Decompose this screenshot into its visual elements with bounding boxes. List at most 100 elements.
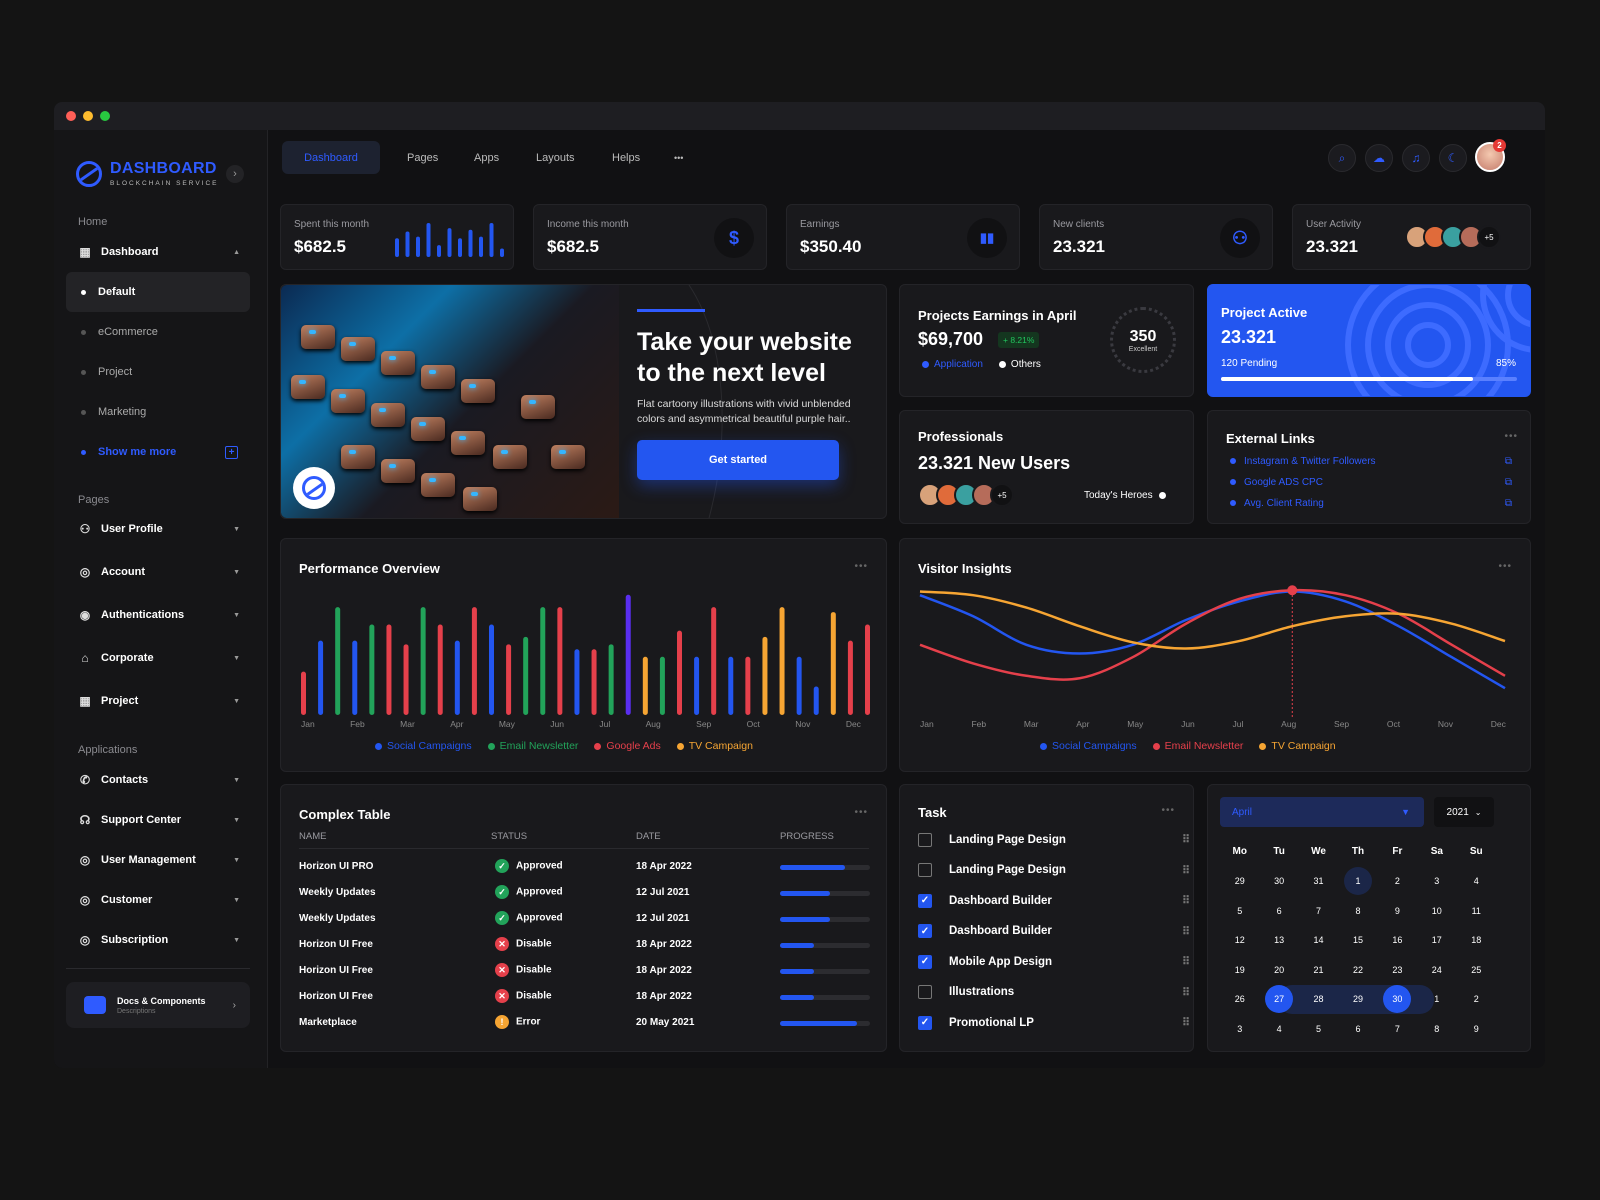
- maximize-window-button[interactable]: [100, 111, 110, 121]
- calendar-day[interactable]: 21: [1299, 956, 1338, 984]
- sidebar-sub-ecommerce[interactable]: eCommerce: [66, 312, 250, 352]
- task-item[interactable]: Landing Page Design ⠿: [918, 855, 1190, 886]
- calendar-day[interactable]: 14: [1299, 926, 1338, 954]
- sidebar-item-dashboard[interactable]: ▦ Dashboard ▲: [78, 240, 250, 264]
- calendar-day[interactable]: 5: [1220, 897, 1259, 925]
- calendar-day[interactable]: 29: [1338, 985, 1377, 1013]
- calendar-day[interactable]: 15: [1338, 926, 1377, 954]
- minimize-window-button[interactable]: [83, 111, 93, 121]
- column-header-progress[interactable]: PROGRESS: [780, 831, 834, 842]
- drag-handle-icon[interactable]: ⠿: [1181, 956, 1190, 968]
- external-link[interactable]: Instagram & Twitter Followers ⧉: [1230, 453, 1512, 469]
- calendar-day[interactable]: 23: [1378, 956, 1417, 984]
- more-options-button[interactable]: •••: [1498, 561, 1512, 572]
- task-item[interactable]: ✓ Dashboard Builder ⠿: [918, 885, 1190, 916]
- calendar-day[interactable]: 4: [1259, 1015, 1298, 1043]
- calendar-day[interactable]: 4: [1457, 867, 1496, 895]
- task-item[interactable]: ✓ Mobile App Design ⠿: [918, 946, 1190, 977]
- table-row[interactable]: Horizon UI Free ✕ Disable 18 Apr 2022: [299, 959, 870, 985]
- tab-apps[interactable]: Apps: [454, 141, 519, 174]
- more-options-button[interactable]: •••: [1504, 431, 1518, 442]
- sidebar-item-customer[interactable]: ◎ Customer ▼: [78, 888, 250, 912]
- month-select[interactable]: April ▼: [1220, 797, 1424, 827]
- calendar-day[interactable]: 2: [1378, 867, 1417, 895]
- calendar-day[interactable]: 30: [1259, 867, 1298, 895]
- app-logo[interactable]: DASHBOARD BLOCKCHAIN SERVICE: [76, 160, 218, 187]
- legend-item[interactable]: Email Newsletter: [487, 740, 578, 752]
- table-row[interactable]: Marketplace! Error 20 May 2021: [299, 1011, 870, 1037]
- calendar-day[interactable]: 24: [1417, 956, 1456, 984]
- calendar-day[interactable]: 12: [1220, 926, 1259, 954]
- calendar-day[interactable]: 16: [1378, 926, 1417, 954]
- year-select[interactable]: 2021 ⌄: [1434, 797, 1494, 827]
- task-checkbox[interactable]: [918, 985, 932, 999]
- calendar-day[interactable]: 3: [1220, 1015, 1259, 1043]
- calendar-day[interactable]: 8: [1338, 897, 1377, 925]
- calendar-day[interactable]: 1: [1338, 867, 1377, 896]
- sidebar-item-subscription[interactable]: ◎ Subscription ▼: [78, 928, 250, 952]
- drag-handle-icon[interactable]: ⠿: [1181, 834, 1190, 846]
- calendar-day[interactable]: 9: [1457, 1015, 1496, 1043]
- calendar-day[interactable]: 26: [1220, 985, 1259, 1013]
- drag-handle-icon[interactable]: ⠿: [1181, 895, 1190, 907]
- column-header-name[interactable]: NAME: [299, 831, 327, 842]
- calendar-day[interactable]: 7: [1378, 1015, 1417, 1043]
- sidebar-sub-project[interactable]: Project: [66, 352, 250, 392]
- task-checkbox[interactable]: [918, 863, 932, 877]
- sidebar-item-corporate[interactable]: ⌂ Corporate ▼: [78, 646, 250, 670]
- calendar-day[interactable]: 18: [1457, 926, 1496, 954]
- notifications-button[interactable]: ♫: [1402, 144, 1430, 172]
- sidebar-item-user-profile[interactable]: ⚇ User Profile ▼: [78, 517, 250, 541]
- calendar-day[interactable]: 19: [1220, 956, 1259, 984]
- column-header-date[interactable]: DATE: [636, 831, 661, 842]
- table-row[interactable]: Weekly Updates ✓ Approved 12 Jul 2021: [299, 881, 870, 907]
- calendar-day[interactable]: 7: [1299, 897, 1338, 925]
- calendar-day[interactable]: 22: [1338, 956, 1377, 984]
- task-checkbox[interactable]: ✓: [918, 954, 932, 969]
- calendar-day[interactable]: 5: [1299, 1015, 1338, 1043]
- sidebar-item-authentications[interactable]: ◉ Authentications ▼: [78, 603, 250, 627]
- drag-handle-icon[interactable]: ⠿: [1181, 925, 1190, 938]
- calendar-day[interactable]: 25: [1457, 956, 1496, 984]
- calendar-day[interactable]: 11: [1457, 897, 1496, 925]
- external-link[interactable]: Avg. Client Rating ⧉: [1230, 495, 1512, 511]
- calendar-day[interactable]: 17: [1417, 926, 1456, 954]
- calendar-day[interactable]: 9: [1378, 897, 1417, 925]
- sidebar-item-project[interactable]: ▦ Project ▼: [78, 689, 250, 713]
- calendar-day[interactable]: 8: [1417, 1015, 1456, 1043]
- dark-mode-toggle[interactable]: ☾: [1439, 144, 1467, 172]
- calendar-day[interactable]: 6: [1259, 897, 1298, 925]
- calendar-day[interactable]: 29: [1220, 867, 1259, 895]
- calendar-day[interactable]: 30: [1378, 985, 1417, 1014]
- sidebar-sub-marketing[interactable]: Marketing: [66, 392, 250, 432]
- more-tabs-button[interactable]: •••: [654, 141, 703, 174]
- more-options-button[interactable]: •••: [1161, 805, 1175, 816]
- drag-handle-icon[interactable]: ⠿: [1181, 986, 1190, 999]
- sidebar-item-account[interactable]: ◎ Account ▼: [78, 560, 250, 584]
- legend-item[interactable]: TV Campaign: [1259, 740, 1336, 752]
- legend-item[interactable]: Social Campaigns: [1040, 740, 1137, 752]
- drag-handle-icon[interactable]: ⠿: [1181, 1017, 1190, 1029]
- sidebar-sub-default[interactable]: Default: [66, 272, 250, 312]
- task-checkbox[interactable]: ✓: [918, 924, 932, 938]
- sidebar-item-user-management[interactable]: ◎ User Management ▼: [78, 848, 250, 872]
- tab-dashboard[interactable]: Dashboard: [282, 141, 380, 174]
- tab-helps[interactable]: Helps: [592, 141, 660, 174]
- search-button[interactable]: ⌕: [1328, 144, 1356, 172]
- more-options-button[interactable]: •••: [854, 561, 868, 572]
- legend-item[interactable]: TV Campaign: [676, 740, 753, 752]
- docs-components-link[interactable]: Docs & Components Descriptions ›: [66, 982, 250, 1028]
- column-header-status[interactable]: STATUS: [491, 831, 528, 842]
- calendar-day[interactable]: 31: [1299, 867, 1338, 895]
- todays-heroes-link[interactable]: Today's Heroes: [1084, 490, 1166, 501]
- calendar-day[interactable]: 27: [1259, 985, 1298, 1014]
- legend-item[interactable]: Email Newsletter: [1152, 740, 1243, 752]
- table-row[interactable]: Horizon UI Free ✕ Disable 18 Apr 2022: [299, 985, 870, 1011]
- calendar-day[interactable]: 28: [1299, 985, 1338, 1013]
- sidebar-item-support-center[interactable]: ☊ Support Center ▼: [78, 808, 250, 832]
- table-row[interactable]: Weekly Updates ✓ Approved 12 Jul 2021: [299, 907, 870, 933]
- calendar-day[interactable]: 10: [1417, 897, 1456, 925]
- table-row[interactable]: Horizon UI PRO ✓ Approved 18 Apr 2022: [299, 855, 870, 881]
- task-checkbox[interactable]: [918, 832, 932, 847]
- tab-pages[interactable]: Pages: [387, 141, 458, 174]
